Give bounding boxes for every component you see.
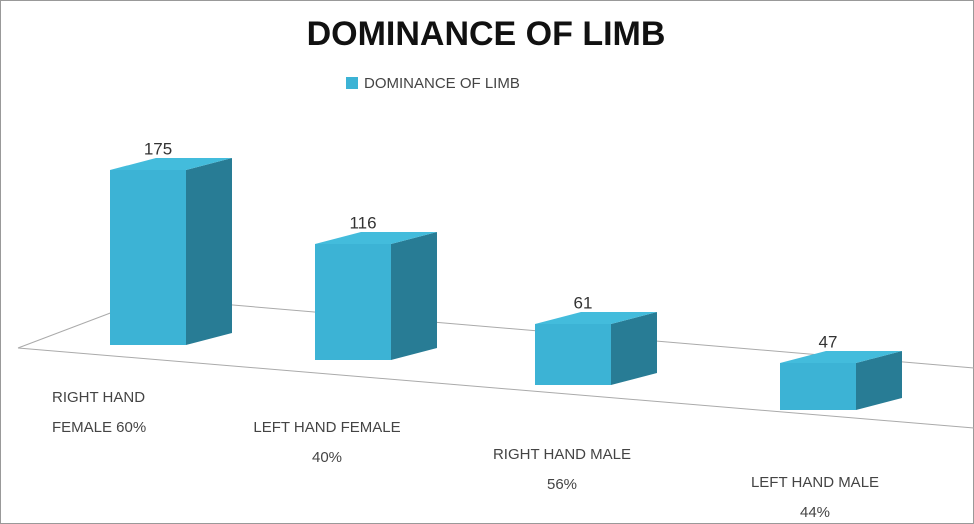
x-tick-label: 40% xyxy=(312,449,342,466)
data-label: 175 xyxy=(144,139,172,158)
data-label: 116 xyxy=(349,213,376,232)
bar xyxy=(535,324,611,385)
bar-top xyxy=(535,312,657,324)
legend-swatch xyxy=(346,77,358,89)
x-tick-label: RIGHT HAND MALE xyxy=(493,446,631,463)
data-label: 61 xyxy=(574,293,593,312)
x-tick-label: RIGHT HAND xyxy=(52,389,145,406)
bar-top xyxy=(315,232,437,244)
bar-side xyxy=(186,158,232,345)
bar xyxy=(110,170,186,345)
bar xyxy=(780,363,856,410)
bar xyxy=(315,244,391,360)
legend-label: DOMINANCE OF LIMB xyxy=(364,75,520,92)
x-tick-label: 44% xyxy=(800,504,830,521)
floor-front xyxy=(17,347,974,429)
data-label: 47 xyxy=(819,332,838,351)
x-tick-label: LEFT HAND MALE xyxy=(751,474,879,491)
bar-side xyxy=(856,351,902,410)
x-tick-label: LEFT HAND FEMALE xyxy=(253,419,400,436)
x-tick-label: FEMALE 60% xyxy=(52,419,146,436)
bar-side xyxy=(391,232,437,360)
chart-title: DOMINANCE OF LIMB xyxy=(307,15,666,53)
bar-top xyxy=(110,158,232,170)
x-tick-label: 56% xyxy=(547,476,577,493)
bar-top xyxy=(780,351,902,363)
bar-side xyxy=(611,312,657,385)
